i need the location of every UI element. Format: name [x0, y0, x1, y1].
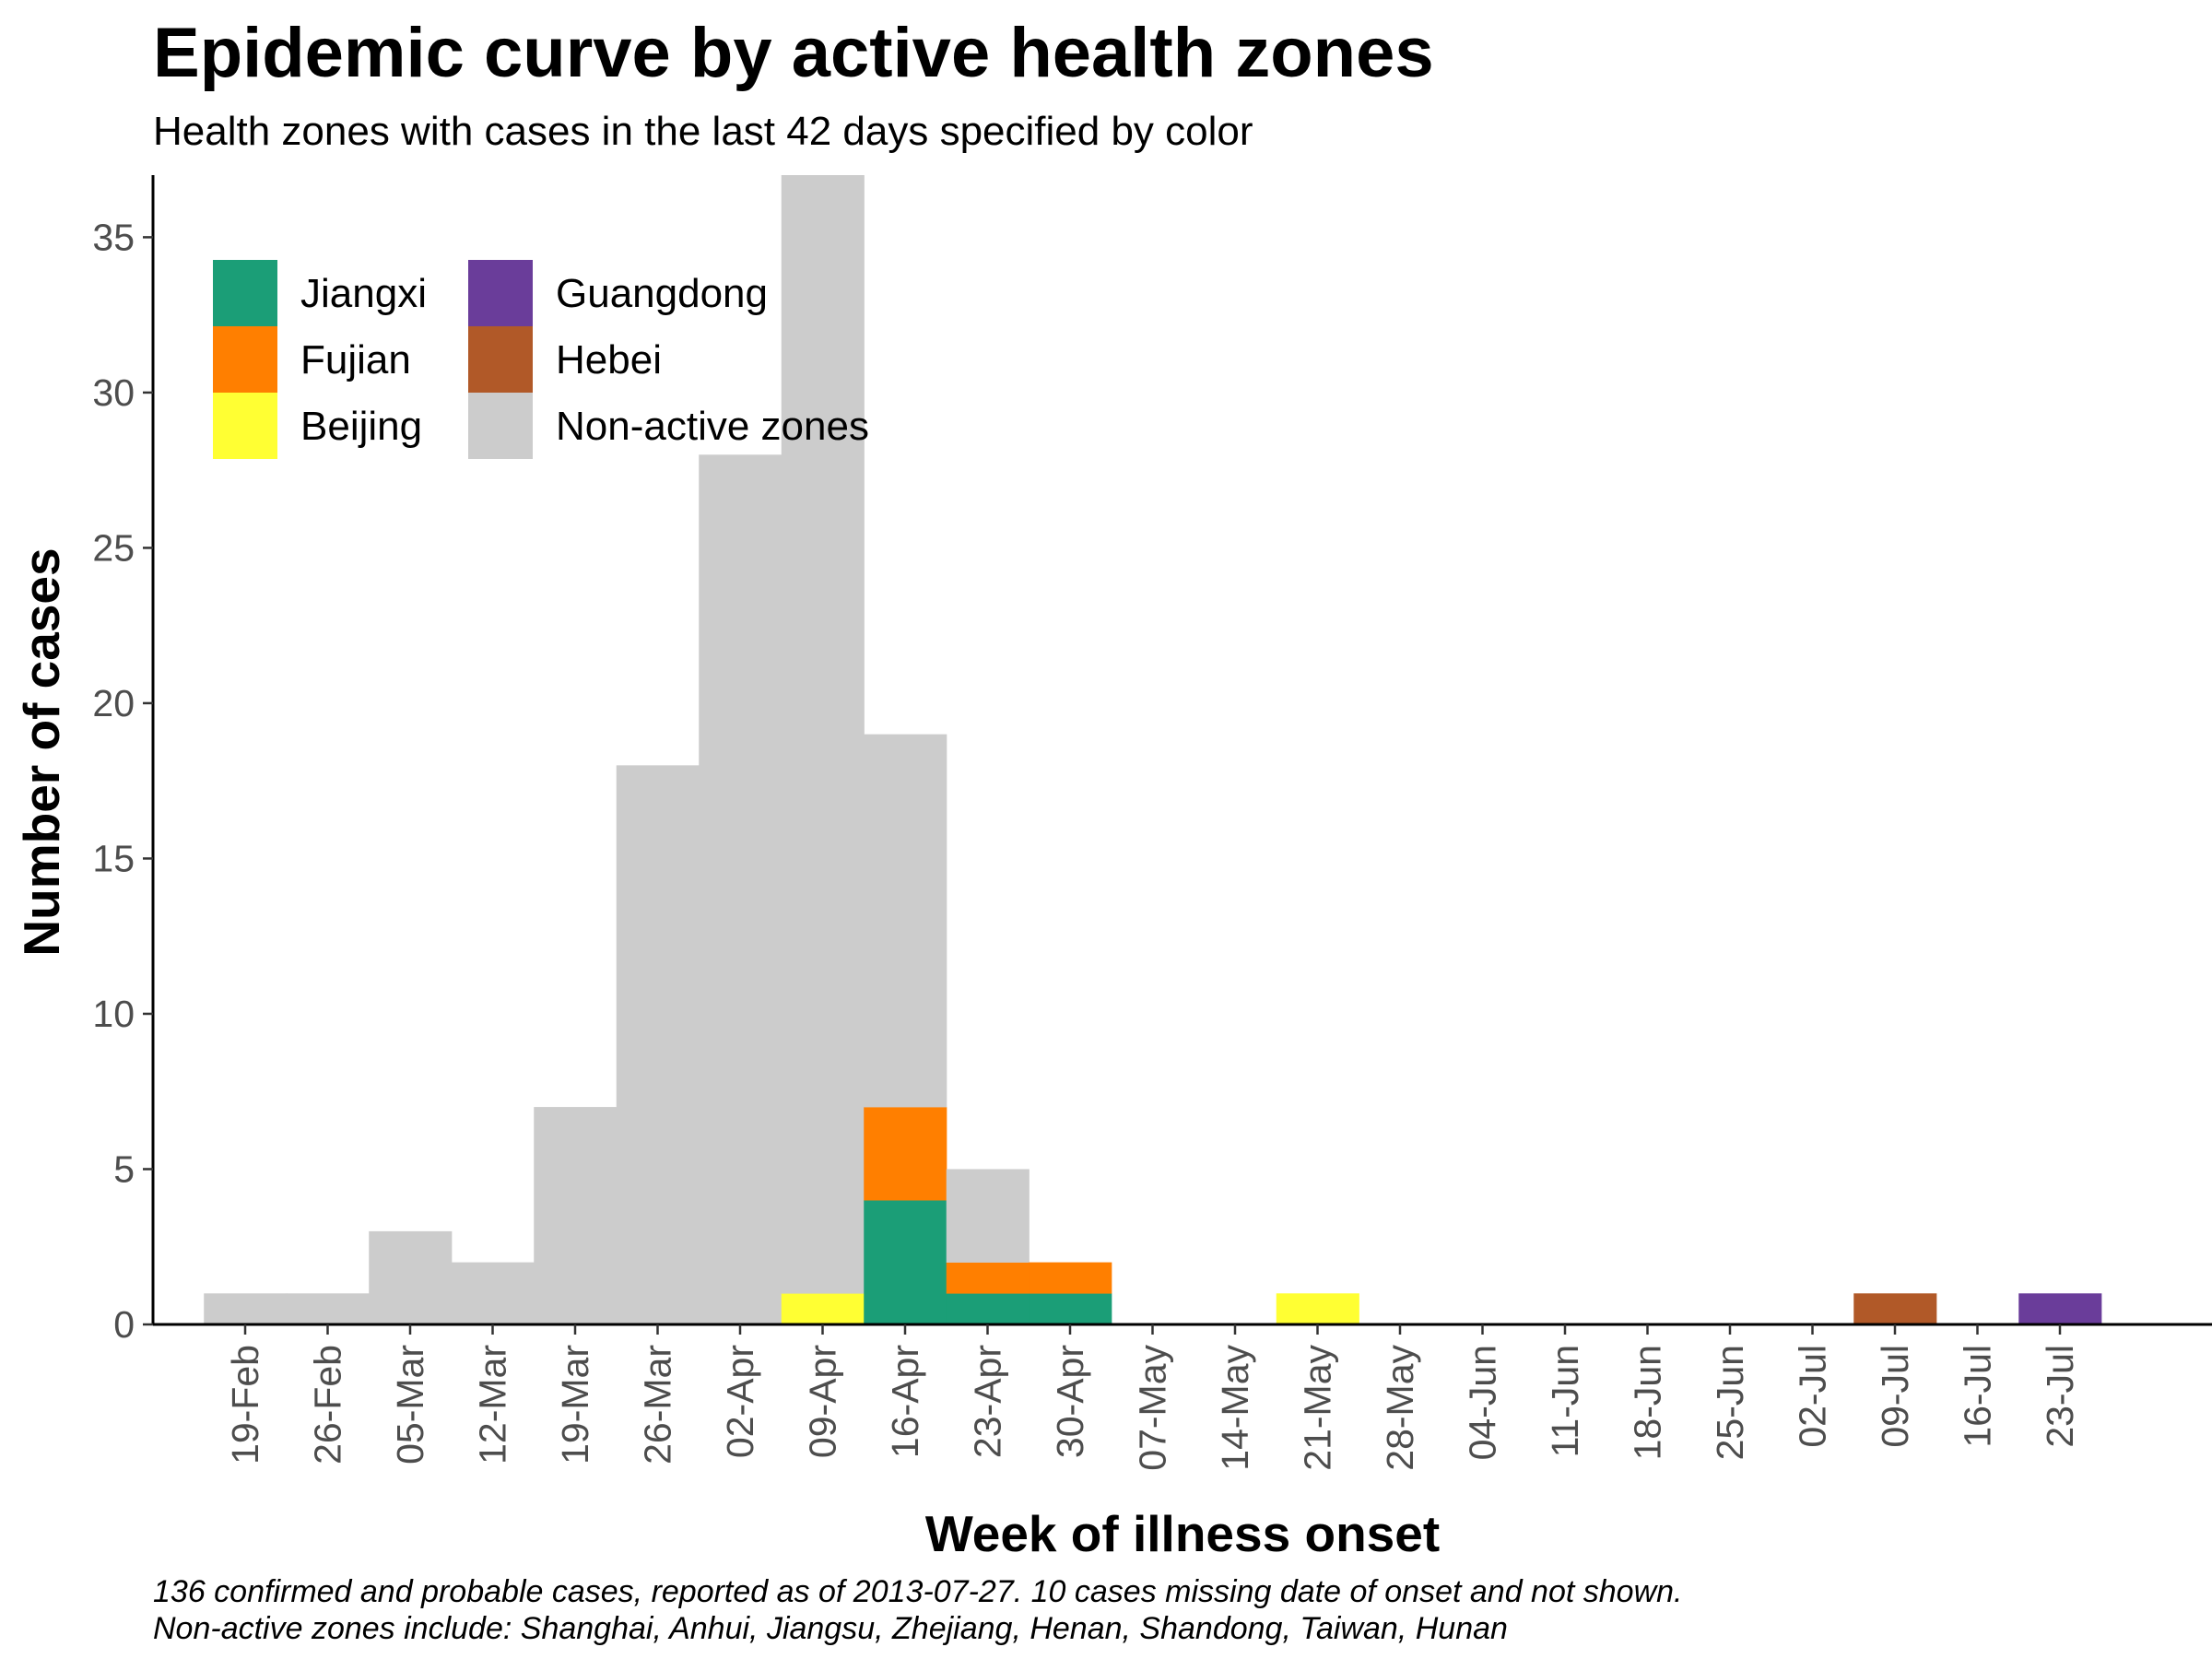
legend-key-non-active-zones [468, 393, 533, 459]
legend-key-jiangxi [213, 260, 277, 326]
x-tick-label: 09-Apr [802, 1345, 844, 1458]
bars-layer [204, 175, 2102, 1325]
x-tick-label: 09-Jul [1874, 1345, 1916, 1448]
x-tick-label: 05-Mar [389, 1345, 431, 1465]
legend-label: Guangdong [556, 271, 768, 316]
bar-non-active-zones-16-apr [864, 734, 947, 1108]
caption-line-2: Non-active zones include: Shanghai, Anhu… [153, 1611, 1508, 1646]
x-tick-label: 02-Jul [1792, 1345, 1834, 1448]
legend-key-guangdong [468, 260, 533, 326]
bar-fujian-30-apr [1029, 1262, 1112, 1294]
y-tick-label: 30 [92, 371, 135, 414]
bar-guangdong-23-jul [2018, 1293, 2102, 1325]
x-tick-label: 19-Mar [554, 1345, 596, 1465]
x-tick-label: 14-May [1214, 1345, 1256, 1471]
legend-key-fujian [213, 326, 277, 393]
x-tick-label: 28-May [1379, 1345, 1421, 1471]
y-tick-label: 5 [113, 1147, 135, 1190]
x-tick-label: 26-Mar [637, 1345, 679, 1465]
x-tick-label: 23-Apr [967, 1345, 1009, 1458]
bar-non-active-zones-19-mar [534, 1107, 618, 1325]
y-tick-label: 25 [92, 526, 135, 569]
bar-non-active-zones-23-apr [946, 1169, 1030, 1263]
y-tick-label: 15 [92, 837, 135, 879]
legend: Jiangxi Fujian Beijing Guangdong Hebei Non-ac… [213, 260, 869, 459]
x-tick-label: 25-Jun [1709, 1345, 1751, 1460]
x-tick-label: 19-Feb [224, 1345, 266, 1465]
x-tick-label: 02-Apr [719, 1345, 761, 1458]
x-tick-label: 07-May [1132, 1345, 1174, 1471]
chart-subtitle: Health zones with cases in the last 42 d… [153, 109, 1253, 154]
bar-beijing-21-may [1276, 1293, 1359, 1325]
bar-jiangxi-30-apr [1029, 1293, 1112, 1325]
bar-jiangxi-16-apr [864, 1200, 947, 1325]
legend-label: Jiangxi [300, 271, 427, 316]
bar-hebei-09-jul [1853, 1293, 1937, 1325]
x-tick-label: 23-Jul [2039, 1345, 2081, 1448]
legend-label: Non-active zones [556, 404, 869, 449]
x-tick-label: 11-Jun [1544, 1345, 1586, 1457]
x-tick-label: 18-Jun [1627, 1345, 1669, 1460]
axes-layer: 0 5 10 15 20 25 30 35 19-Feb 26-Feb 05-Mar 12-Mar 19… [92, 175, 2212, 1471]
x-axis-title: Week of illness onset [925, 1505, 1440, 1562]
legend-label: Fujian [300, 337, 411, 382]
x-tick-label: 26-Feb [307, 1345, 349, 1465]
legend-key-beijing [213, 393, 277, 459]
x-tick-label: 16-Jul [1957, 1345, 1999, 1448]
bar-non-active-zones-12-mar [451, 1262, 535, 1325]
legend-label: Hebei [556, 337, 662, 382]
bar-non-active-zones-02-apr [699, 454, 782, 1325]
bar-fujian-23-apr [946, 1262, 1030, 1294]
bar-fujian-16-apr [864, 1107, 947, 1201]
y-tick-label: 35 [92, 216, 135, 258]
x-tick-label: 21-May [1297, 1345, 1339, 1471]
y-tick-label: 0 [113, 1303, 135, 1346]
x-tick-label: 12-Mar [472, 1345, 514, 1465]
bar-non-active-zones-19-feb [204, 1293, 288, 1325]
x-tick-label: 04-Jun [1462, 1345, 1504, 1460]
bar-non-active-zones-26-mar [616, 765, 700, 1325]
bar-non-active-zones-05-mar [369, 1230, 453, 1325]
legend-key-hebei [468, 326, 533, 393]
bar-beijing-09-apr [781, 1293, 865, 1325]
y-axis-title: Number of cases [13, 547, 70, 956]
y-tick-label: 10 [92, 993, 135, 1035]
x-tick-label: 16-Apr [884, 1345, 926, 1458]
legend-label: Beijing [300, 404, 422, 449]
x-tick-label: 30-Apr [1049, 1345, 1091, 1458]
caption-line-1: 136 confirmed and probable cases, report… [153, 1574, 1683, 1609]
chart-title: Epidemic curve by active health zones [153, 14, 1434, 92]
bar-non-active-zones-09-apr [781, 175, 865, 1294]
bar-jiangxi-23-apr [946, 1293, 1030, 1325]
y-tick-label: 20 [92, 682, 135, 724]
bar-non-active-zones-26-feb [286, 1293, 370, 1325]
